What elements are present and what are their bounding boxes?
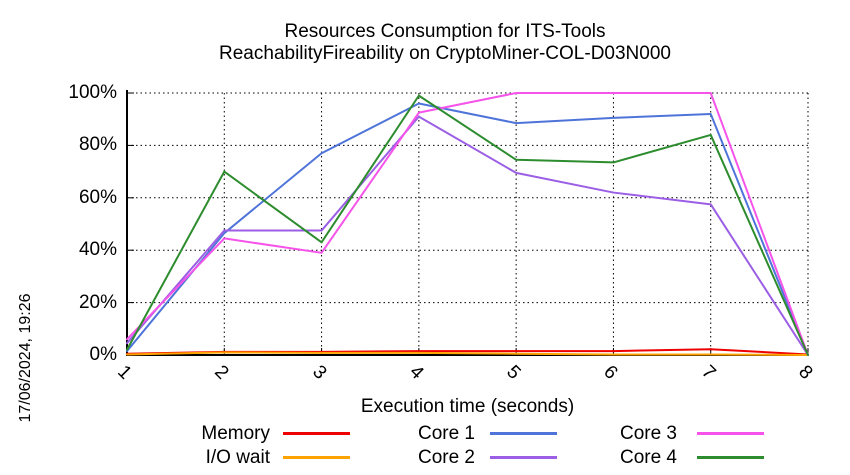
series-line-core-1 bbox=[126, 102, 809, 356]
legend-swatch-core-3 bbox=[697, 432, 764, 435]
y-tick-label: 100% bbox=[68, 82, 117, 103]
legend-label-i-o-wait: I/O wait bbox=[205, 447, 270, 468]
series-line-core-2 bbox=[126, 115, 809, 356]
legend-swatch-core-2 bbox=[490, 456, 557, 459]
y-tick-label: 80% bbox=[78, 134, 117, 156]
legend-label-core-1: Core 1 bbox=[417, 423, 475, 444]
legend-label-core-3: Core 3 bbox=[619, 423, 677, 444]
y-tick-label: 40% bbox=[78, 239, 117, 261]
series-line-core-3 bbox=[126, 92, 809, 356]
y-tick-label: 20% bbox=[78, 291, 117, 313]
series-line-core-4 bbox=[126, 94, 809, 356]
x-axis-title: Execution time (seconds) bbox=[360, 396, 575, 417]
legend-swatch-memory bbox=[283, 432, 350, 435]
legend-label-core-2: Core 2 bbox=[417, 447, 475, 468]
legend-swatch-core-4 bbox=[697, 456, 764, 459]
y-tick-label: 60% bbox=[78, 186, 117, 208]
chart-subtitle: ReachabilityFireability on CryptoMiner-C… bbox=[219, 43, 671, 64]
chart-title: Resources Consumption for ITS-Tools bbox=[284, 21, 606, 42]
legend-swatch-i-o-wait bbox=[283, 456, 350, 459]
legend-label-core-4: Core 4 bbox=[619, 447, 677, 468]
y-tick-label: 0% bbox=[89, 344, 117, 365]
series-line-i-o-wait bbox=[126, 351, 809, 356]
legend-swatch-core-1 bbox=[490, 432, 557, 435]
legend-label-memory: Memory bbox=[201, 423, 270, 444]
